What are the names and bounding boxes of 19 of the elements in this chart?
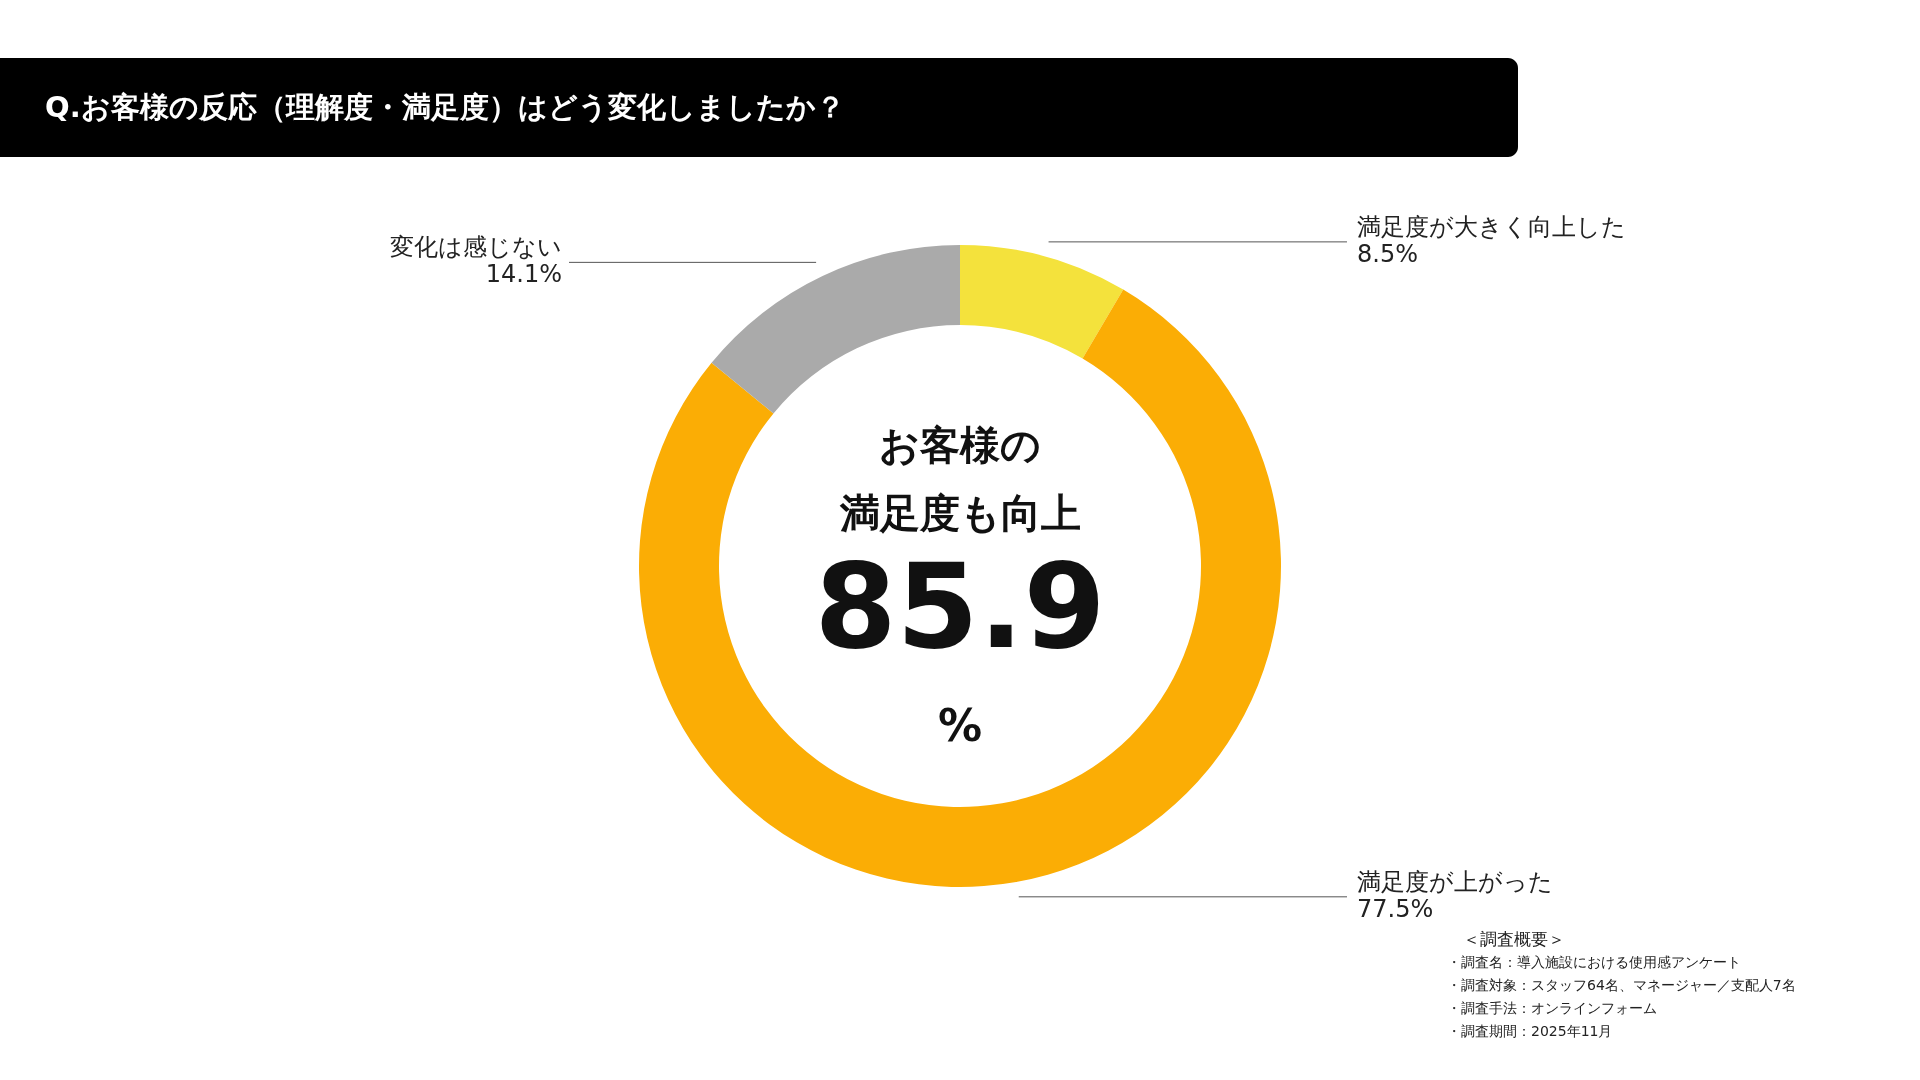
- data-label: 14.1%: [485, 260, 562, 289]
- text: ・調査期間：2025年11月: [1447, 1023, 1613, 1039]
- donut-slice: [711, 245, 960, 414]
- data-label: 77.5%: [1357, 894, 1434, 923]
- text: お客様の: [879, 422, 1041, 468]
- text: ・調査手法：オンラインフォーム: [1447, 1000, 1657, 1016]
- text: ・調査名：導入施設における使用感アンケート: [1447, 954, 1741, 970]
- text: 満足度も向上: [838, 490, 1081, 536]
- text: 85.9: [814, 537, 1106, 675]
- text: ・調査対象：スタッフ64名、マネージャー／支配人7名: [1447, 977, 1796, 993]
- slice-label: 変化は感じない: [390, 233, 562, 262]
- slice-label: 満足度が上がった: [1357, 867, 1553, 896]
- data-label: 8.5%: [1357, 239, 1418, 268]
- chart-title: Q.お客様の反応（理解度・満足度）はどう変化しましたか？: [45, 90, 845, 124]
- donut-slice: [639, 289, 1281, 887]
- text: %: [937, 700, 983, 751]
- donut-slice: [960, 245, 1124, 359]
- text: ＜調査概要＞: [1463, 929, 1565, 949]
- slice-label: 満足度が大きく向上した: [1357, 212, 1626, 241]
